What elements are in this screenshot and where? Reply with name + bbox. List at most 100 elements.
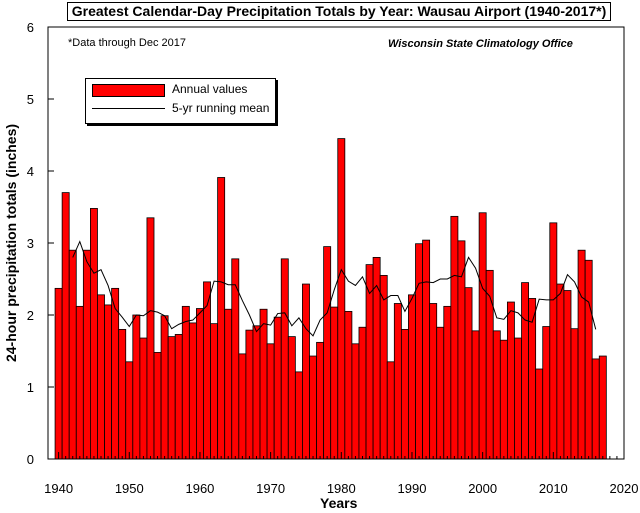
bar-1960 (196, 308, 204, 460)
bar-1946 (97, 294, 105, 460)
bar-1978 (323, 246, 332, 460)
y-axis: 0 1 2 3 4 5 6 (27, 20, 54, 467)
bar-1962 (210, 323, 219, 460)
bar-2002 (492, 330, 501, 460)
y-tick-label-5: 5 (27, 92, 34, 107)
bar-1965 (231, 258, 240, 460)
bar-1970 (266, 343, 275, 460)
x-tick-label-1980: 1980 (327, 481, 356, 496)
bar-1996 (450, 215, 459, 460)
x-axis-label: Years (320, 495, 358, 511)
x-tick-label-1940: 1940 (44, 481, 73, 496)
bar-2004 (506, 301, 515, 460)
bar-1944 (82, 249, 91, 460)
bar-1966 (238, 353, 247, 460)
bar-1975 (302, 283, 310, 460)
bar-2014 (577, 249, 586, 460)
bar-1979 (330, 306, 339, 460)
x-tick-label-1950: 1950 (115, 481, 144, 496)
bar-1989 (400, 328, 409, 460)
bar-1983 (358, 326, 367, 460)
x-tick-label-2020: 2020 (610, 481, 639, 496)
bar-1949 (118, 328, 127, 460)
bar-1994 (436, 326, 445, 460)
bar-1959 (188, 322, 197, 460)
legend-swatch-running (92, 108, 165, 109)
bar-1958 (181, 305, 190, 460)
bar-1954 (153, 352, 162, 460)
bar-1999 (471, 330, 480, 460)
legend-swatch-annual (92, 84, 165, 97)
bar-1941 (61, 192, 70, 460)
bar-2013 (570, 328, 579, 460)
bar-1987 (386, 361, 395, 460)
bar-1993 (429, 303, 438, 460)
bar-1950 (125, 361, 134, 460)
bar-1981 (344, 310, 353, 460)
bar-1974 (294, 371, 303, 460)
bar-2017 (598, 355, 607, 460)
bar-1942 (68, 249, 77, 460)
y-axis-label: 24-hour precipitation totals (inches) (3, 123, 19, 363)
bar-2010 (549, 222, 558, 460)
y-tick-label-2: 2 (27, 308, 34, 323)
y-tick-label-6: 6 (27, 20, 34, 35)
legend: Annual values 5-yr running mean (85, 78, 276, 124)
bar-1980 (337, 138, 346, 460)
bar-1986 (379, 274, 388, 460)
bar-2016 (591, 358, 600, 460)
x-tick-label-1960: 1960 (185, 481, 214, 496)
bar-2009 (542, 326, 551, 460)
bar-1963 (217, 177, 226, 460)
bar-2015 (584, 259, 593, 460)
y-tick-label-3: 3 (27, 236, 34, 251)
legend-label-running: 5-yr running mean (172, 101, 270, 115)
x-axis: 1940 1950 1960 1970 1980 1990 2000 2010 2020 (44, 452, 638, 496)
bar-2000 (478, 212, 487, 460)
bar-2001 (485, 269, 494, 460)
bar-1977 (316, 341, 325, 460)
data-note: *Data through Dec 2017 (68, 37, 187, 49)
running-mean-line (72, 240, 597, 337)
bar-1943 (75, 305, 84, 460)
bar-1997 (457, 240, 466, 460)
bar-1948 (111, 287, 120, 460)
bar-1992 (422, 239, 431, 460)
source-label: Wisconsin State Climatology Office (388, 38, 573, 50)
bar-1982 (351, 343, 360, 460)
x-tick-label-2010: 2010 (539, 481, 568, 496)
bar-1973 (287, 336, 296, 460)
bar-series (54, 138, 607, 460)
bar-1972 (280, 258, 289, 460)
bar-1964 (224, 308, 233, 460)
bar-1952 (139, 337, 148, 460)
bar-1955 (160, 315, 169, 460)
bar-1995 (443, 305, 452, 460)
bar-1940 (54, 287, 63, 460)
bar-1969 (259, 308, 268, 460)
legend-label-annual: Annual values (172, 82, 248, 96)
bar-1998 (464, 287, 473, 460)
bar-1988 (393, 303, 402, 460)
bar-1945 (90, 208, 98, 460)
chart-title: Greatest Calendar-Day Precipitation Tota… (67, 2, 611, 21)
y-tick-label-0: 0 (27, 452, 34, 467)
bar-2011 (556, 283, 565, 460)
bar-2005 (514, 337, 522, 460)
bar-1953 (146, 217, 155, 460)
x-tick-label-1990: 1990 (398, 481, 427, 496)
bar-1947 (104, 304, 113, 460)
bar-2008 (535, 368, 544, 460)
bar-1971 (273, 316, 282, 460)
bar-1956 (167, 336, 176, 460)
bar-1990 (408, 294, 416, 460)
bar-2003 (499, 339, 508, 460)
bar-1967 (245, 329, 254, 460)
bar-1968 (252, 325, 261, 460)
x-tick-label-2000: 2000 (468, 481, 497, 496)
y-tick-label-1: 1 (27, 380, 34, 395)
bar-1951 (132, 314, 141, 460)
bar-1957 (174, 334, 183, 460)
bar-2012 (563, 290, 572, 460)
